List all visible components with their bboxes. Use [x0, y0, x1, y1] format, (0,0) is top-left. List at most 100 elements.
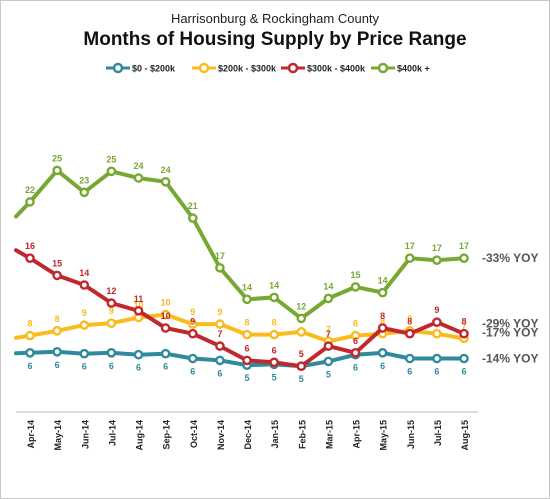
x-tick-label: Dec-14 [243, 420, 253, 450]
data-label-300k-400k: 16 [25, 241, 35, 251]
data-label-200k-300k: 9 [82, 308, 87, 318]
data-point-400k [377, 287, 388, 298]
data-point-300k-400k [215, 341, 225, 351]
x-tick-label: Jul-15 [433, 420, 443, 446]
data-label-200k-300k: 8 [244, 318, 249, 328]
data-point-300k-400k [106, 298, 117, 308]
data-label-200k-300k: 8 [55, 314, 60, 324]
data-label-0-200k: 5 [299, 374, 304, 384]
data-label-300k-400k: 12 [106, 286, 116, 296]
data-label-200k-300k: 7 [326, 324, 331, 334]
legend-marker-300k-400k [287, 62, 299, 74]
data-label-400k: 17 [459, 241, 469, 251]
x-tick-label: Jul-14 [107, 420, 117, 446]
data-label-400k: 24 [161, 165, 171, 175]
data-point-0-200k [133, 349, 144, 360]
x-tick-label: May-14 [53, 420, 63, 451]
data-point-200k-300k [187, 319, 198, 329]
data-label-400k: 25 [106, 154, 116, 164]
data-point-300k-400k [79, 280, 90, 290]
data-label-400k: 14 [242, 282, 252, 292]
data-label-0-200k: 6 [55, 360, 60, 370]
data-point-200k-300k [25, 330, 35, 341]
data-label-300k-400k: 9 [434, 305, 439, 315]
x-tick-label: Jan-15 [270, 420, 280, 449]
data-label-0-200k: 6 [163, 362, 168, 372]
data-point-400k [160, 176, 171, 187]
data-point-300k-400k [269, 357, 279, 368]
data-label-300k-400k: 6 [244, 343, 249, 353]
data-point-200k-300k [269, 329, 279, 340]
data-point-200k-300k [242, 329, 252, 340]
data-label-200k-300k: 8 [407, 314, 412, 324]
data-label-400k: 22 [25, 185, 35, 195]
data-point-300k-400k [52, 270, 62, 281]
data-label-400k: 17 [432, 243, 442, 253]
data-label-300k-400k: 8 [380, 311, 385, 321]
legend-label-200k-300k: $200k - $300k [218, 64, 277, 74]
data-label-300k-400k: 8 [407, 317, 412, 327]
data-point-200k-300k [106, 318, 117, 329]
data-point-200k-300k [215, 319, 225, 329]
data-label-200k-300k: 8 [272, 318, 277, 328]
data-label-0-200k: 5 [244, 373, 249, 383]
legend-marker-400k [377, 62, 389, 74]
yoy-label-0-200k: -14% YOY [482, 352, 538, 366]
data-label-400k: 14 [269, 280, 279, 290]
data-label-200k-300k: 8 [380, 317, 385, 327]
legend-marker-0-200k [112, 62, 124, 74]
legend-marker-200k-300k [198, 62, 210, 74]
data-label-400k: 17 [215, 251, 225, 261]
yoy-label-300k-400k: -29% YOY [482, 317, 538, 331]
data-point-400k [404, 253, 415, 264]
x-tick-label: Apr-15 [352, 420, 362, 449]
data-point-400k [432, 255, 442, 266]
data-point-0-200k [377, 347, 388, 358]
data-label-0-200k: 6 [461, 367, 466, 377]
series-line-400k [14, 168, 466, 321]
data-point-400k [350, 282, 361, 292]
data-point-400k [106, 166, 117, 177]
data-label-200k-300k: 9 [109, 306, 114, 316]
data-point-300k-400k [377, 323, 388, 333]
data-label-400k: 21 [188, 201, 198, 211]
data-label-0-200k: 6 [82, 362, 87, 372]
data-point-400k [269, 292, 279, 303]
x-tick-label: May-15 [379, 420, 389, 451]
data-label-300k-400k: 11 [134, 294, 144, 304]
data-label-300k-400k: 7 [217, 329, 222, 339]
data-label-300k-400k: 14 [79, 268, 89, 278]
data-point-300k-400k [242, 355, 252, 366]
data-label-400k: 15 [350, 270, 360, 280]
data-point-300k-400k [459, 328, 469, 339]
x-tick-label: Feb-15 [297, 420, 307, 449]
data-point-300k-400k [133, 305, 144, 316]
legend-label-300k-400k: $300k - $400k [307, 64, 366, 74]
data-point-300k-400k [350, 347, 361, 358]
data-label-300k-400k: 7 [326, 329, 331, 339]
data-point-0-200k [25, 347, 35, 358]
data-point-0-200k [459, 353, 469, 364]
data-point-400k [215, 262, 225, 273]
data-point-400k [52, 165, 62, 176]
data-point-0-200k [187, 353, 198, 364]
data-point-400k [25, 197, 35, 207]
data-point-200k-300k [79, 320, 90, 330]
data-point-400k [242, 294, 252, 305]
data-point-300k-400k [187, 328, 198, 339]
legend-label-0-200k: $0 - $200k [132, 64, 176, 74]
data-label-300k-400k: 6 [353, 336, 358, 346]
yoy-label-200k-300k: -17% YOY [482, 326, 538, 340]
data-label-200k-300k: 9 [217, 307, 222, 317]
data-point-300k-400k [404, 328, 415, 339]
data-point-0-200k [215, 355, 225, 366]
data-point-0-200k [432, 353, 442, 364]
data-label-0-200k: 6 [353, 363, 358, 373]
data-label-200k-300k: 8 [353, 319, 358, 329]
data-label-400k: 23 [79, 175, 89, 185]
x-tick-label: Aug-15 [460, 420, 470, 451]
data-point-300k-400k [323, 341, 334, 351]
chart-title: Months of Housing Supply by Price Range [83, 29, 467, 50]
data-label-300k-400k: 5 [299, 349, 304, 359]
